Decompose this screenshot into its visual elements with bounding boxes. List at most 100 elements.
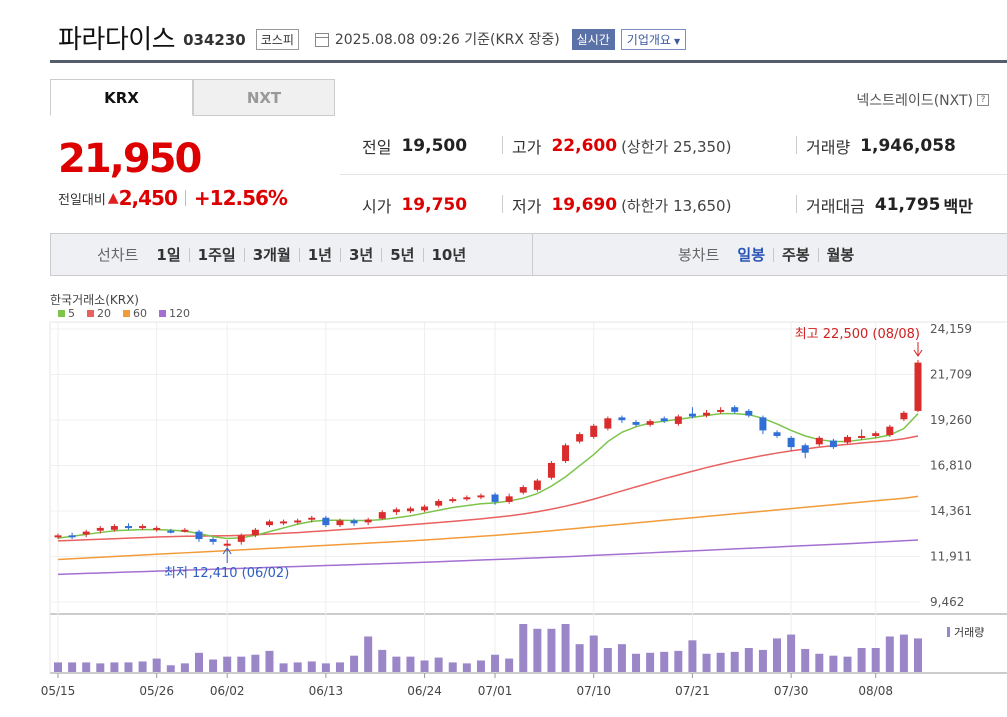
candle-body (181, 529, 189, 532)
period-3y[interactable]: 3년 (340, 247, 381, 262)
candle-body (378, 512, 386, 519)
period-1y[interactable]: 1년 (298, 247, 340, 262)
period-1w[interactable]: 1주일 (188, 247, 244, 262)
candle-body (350, 520, 358, 524)
stat-high: 고가 22,600 (상한가 25,350) (512, 134, 731, 158)
period-5y[interactable]: 5년 (381, 247, 422, 262)
tab-krx[interactable]: KRX (50, 79, 193, 116)
stock-chart[interactable]: 24,159 21,709 19,260 16,810 14,361 11,911 9,46… (0, 286, 1007, 717)
current-price: 21,950 (58, 136, 202, 182)
chevron-down-icon: ▼ (673, 36, 681, 46)
volume-bar (857, 648, 866, 672)
y-tick-label: 9,462 (930, 595, 964, 609)
candle-body (829, 440, 837, 448)
volume-bar (194, 652, 203, 672)
stat-value: 19,500 (401, 136, 468, 156)
candle-body (717, 409, 725, 412)
low-annotation: 최저 12,410 (06/02) (164, 566, 289, 581)
period-10y[interactable]: 10년 (422, 247, 475, 262)
candle-body (477, 495, 485, 498)
candle-body (322, 517, 330, 526)
legend-swatch (58, 310, 65, 317)
volume-bar (293, 662, 302, 672)
candle-body (914, 362, 922, 411)
volume-bar (885, 636, 894, 672)
volume-bar (110, 662, 119, 672)
legend-label: 120 (169, 307, 190, 320)
company-overview-button[interactable]: 기업개요 ▼ (620, 28, 687, 50)
x-tick-label: 07/10 (576, 684, 611, 698)
high-annotation: 최고 22,500 (08/08) (795, 327, 920, 342)
ma-line-ma120 (57, 539, 919, 576)
candle-body (872, 433, 880, 436)
help-icon[interactable]: ? (977, 94, 989, 106)
candle-body (604, 418, 612, 429)
volume-bar (589, 635, 598, 672)
change-label: 전일대비 (58, 192, 106, 208)
x-tick-label: 08/08 (858, 684, 893, 698)
candle-daily[interactable]: 일봉 (737, 245, 766, 264)
volume-bar (251, 654, 260, 672)
candle-body (886, 426, 894, 436)
volume-bar (166, 665, 175, 672)
candle-body (167, 530, 175, 533)
tab-nxt[interactable]: NXT (193, 79, 335, 116)
volume-bar (801, 648, 810, 672)
volume-bar (434, 657, 443, 672)
stats-divider (340, 174, 1007, 175)
divider (502, 136, 503, 154)
period-3m[interactable]: 3개월 (243, 247, 299, 262)
company-name: 파라다이스 (58, 24, 176, 55)
stat-volume: 거래량 1,946,058 (806, 134, 956, 158)
volume-bar (378, 649, 387, 672)
divider (796, 195, 797, 213)
volume-bar (307, 661, 316, 672)
stock-code: 034230 (183, 31, 246, 49)
stat-label: 전일 (362, 138, 392, 157)
lower-limit: (하한가 13,650) (621, 196, 732, 215)
x-tick-label: 06/13 (309, 684, 344, 698)
legend-swatch (123, 310, 130, 317)
y-tick-label: 11,911 (930, 550, 972, 564)
volume-bar (561, 624, 570, 672)
volume-bar (871, 648, 880, 672)
candle-body (139, 526, 147, 529)
volume-bar (744, 648, 753, 672)
volume-bar (406, 656, 415, 672)
y-tick-label: 19,260 (930, 413, 972, 427)
legend-swatch (87, 310, 94, 317)
divider (184, 190, 186, 206)
candle-weekly[interactable]: 주봉 (773, 247, 818, 262)
candle-body (421, 506, 429, 511)
nextrade-link[interactable]: 넥스트레이드(NXT) ? (856, 90, 989, 110)
volume-bar (491, 654, 500, 672)
stat-unit: 백만 (943, 197, 973, 216)
volume-bar (180, 663, 189, 672)
x-tick-label: 05/26 (139, 684, 174, 698)
candle-body (844, 436, 852, 443)
volume-bar (279, 663, 288, 672)
volume-bar (646, 652, 655, 672)
volume-bar (350, 655, 359, 672)
candle-body (294, 520, 302, 523)
candle-chart-periods: 봉차트 일봉 주봉 월봉 (533, 234, 1007, 275)
candle-body (731, 407, 739, 412)
realtime-button[interactable]: 실시간 (571, 28, 615, 50)
stat-label: 저가 (512, 197, 542, 216)
low-arrow-head (222, 547, 232, 555)
volume-bar (773, 638, 782, 672)
volume-bar (730, 651, 739, 672)
stat-low: 저가 19,690 (하한가 13,650) (512, 193, 731, 217)
volume-bar (96, 663, 105, 672)
y-tick-label: 24,159 (930, 322, 972, 336)
divider (502, 195, 503, 213)
period-1d[interactable]: 1일 (156, 245, 181, 264)
volume-bar (82, 662, 91, 672)
volume-bar (392, 656, 401, 672)
x-tick-label: 05/15 (41, 684, 76, 698)
stat-label: 고가 (512, 138, 542, 157)
candle-monthly[interactable]: 월봉 (817, 247, 863, 262)
candle-body (223, 543, 231, 546)
volume-bar (237, 656, 246, 672)
change-amount: 2,450 (118, 186, 178, 210)
